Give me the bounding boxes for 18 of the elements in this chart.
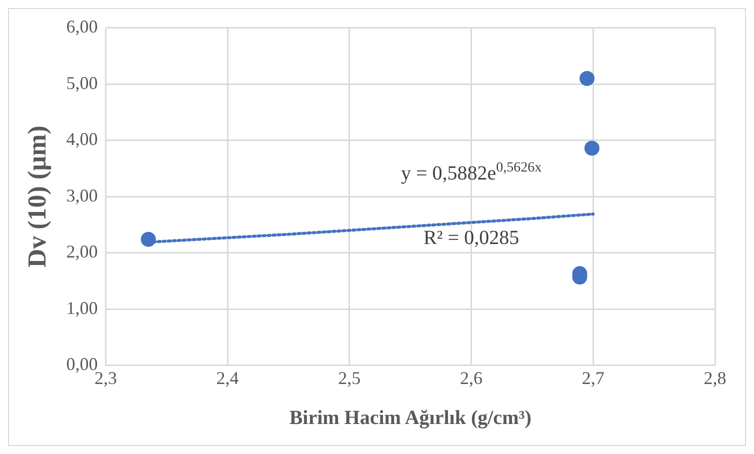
x-tick-label: 2,7 (582, 368, 604, 388)
x-tick-label: 2,8 (704, 368, 726, 388)
x-tick-label: 2,4 (216, 368, 239, 388)
y-tick-label: 3,00 (66, 185, 98, 206)
y-tick-label: 4,00 (66, 129, 98, 150)
annotation: R² = 0,0285 (423, 226, 520, 249)
x-axis-title: Birim Hacim Ağırlık (g/cm³) (289, 407, 532, 430)
point (140, 232, 156, 247)
point (584, 140, 600, 156)
y-tick-label: 5,00 (66, 72, 98, 93)
y-tick-label: 1,00 (66, 298, 98, 318)
y-tick-label: 0,00 (66, 354, 98, 374)
y-tick-label: 6,00 (66, 16, 98, 37)
x-tick-label: 2,5 (338, 368, 361, 388)
y-axis-title: Dv (10) (µm) (22, 126, 52, 268)
y-tick-label: 2,00 (66, 242, 98, 262)
x-tick-label: 2,6 (460, 368, 483, 388)
point (580, 70, 595, 86)
